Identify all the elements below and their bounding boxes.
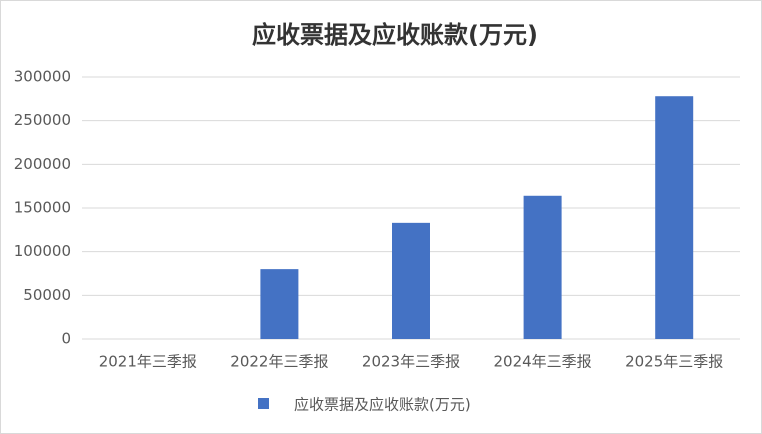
x-tick-label: 2023年三季报 [362, 353, 460, 371]
bar [392, 222, 430, 339]
y-tick-label: 100000 [14, 242, 71, 260]
y-tick-label: 200000 [14, 155, 71, 173]
bar [523, 195, 562, 339]
y-tick-label: 0 [61, 330, 71, 348]
chart-title: 应收票据及应收账款(万元) [252, 21, 538, 49]
x-tick-label: 2025年三季报 [625, 353, 723, 371]
x-tick-label: 2021年三季报 [99, 353, 197, 371]
y-tick-label: 150000 [14, 199, 71, 217]
bar [260, 269, 299, 339]
y-tick-label: 300000 [14, 68, 71, 86]
x-tick-label: 2022年三季报 [230, 353, 328, 371]
legend-label: 应收票据及应收账款(万元) [294, 396, 471, 414]
y-tick-label: 250000 [14, 111, 71, 129]
x-tick-label: 2024年三季报 [494, 353, 592, 371]
bar [655, 96, 694, 339]
legend-swatch [258, 398, 269, 409]
y-tick-label: 50000 [23, 286, 71, 304]
